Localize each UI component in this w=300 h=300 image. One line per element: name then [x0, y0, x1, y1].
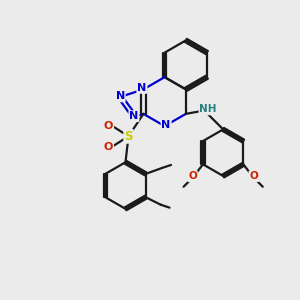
Text: N: N: [116, 92, 125, 101]
Text: S: S: [124, 130, 133, 143]
Text: N: N: [137, 83, 147, 93]
Text: N: N: [161, 120, 171, 130]
Text: O: O: [104, 121, 113, 131]
Text: O: O: [249, 171, 258, 181]
Text: O: O: [188, 171, 197, 181]
Text: N: N: [129, 111, 139, 121]
Text: NH: NH: [200, 104, 217, 114]
Text: O: O: [104, 142, 113, 152]
